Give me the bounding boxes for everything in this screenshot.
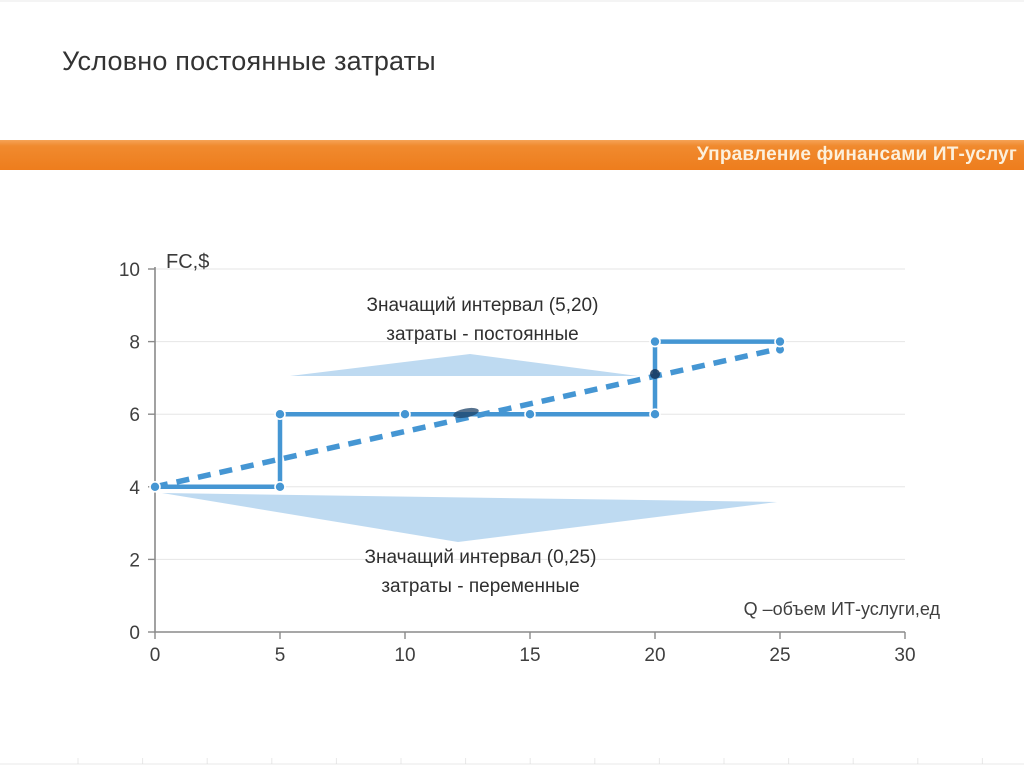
x-axis-title: Q –объем ИТ-услуги,ед — [743, 599, 940, 619]
data-marker — [274, 408, 286, 421]
line-intersection — [453, 407, 479, 419]
x-tick-label: 25 — [769, 645, 790, 666]
trend-dashed-line — [154, 345, 781, 490]
y-tick-label: 4 — [129, 478, 140, 499]
annotation-fixed-interval-line2: затраты - постоянные — [386, 324, 579, 345]
annotation-variable-interval: Значащий интервал (0,25) затраты - перем… — [308, 543, 653, 601]
x-tick-label: 15 — [519, 645, 540, 666]
data-marker — [399, 408, 411, 421]
callout-triangle-top — [290, 354, 638, 376]
callout-triangle-bottom — [162, 493, 777, 542]
y-tick-label: 6 — [129, 405, 140, 426]
data-marker — [149, 480, 161, 493]
y-tick-label: 0 — [129, 623, 140, 644]
annotation-variable-interval-line1: Значащий интервал (0,25) — [364, 547, 597, 568]
y-tick-label: 2 — [129, 550, 140, 571]
data-marker — [649, 408, 661, 421]
annotation-variable-interval-line2: затраты - переменные — [381, 576, 580, 597]
x-tick-label: 10 — [394, 645, 415, 666]
page-title: Условно постоянные затраты — [62, 46, 436, 76]
x-tick-label: 0 — [150, 645, 161, 666]
x-tick-label: 30 — [894, 645, 915, 666]
data-marker — [274, 480, 286, 493]
x-tick-label: 20 — [644, 645, 665, 666]
section-banner-label: Управление финансами ИТ-услуг — [696, 144, 1017, 165]
y-tick-label: 10 — [119, 260, 140, 281]
y-axis-title: FC,$ — [166, 251, 210, 273]
section-banner: Управление финансами ИТ-услуг — [0, 140, 1024, 170]
data-marker — [774, 335, 786, 348]
trend-end-dot — [776, 345, 784, 354]
data-marker — [524, 408, 536, 421]
x-tick-label: 5 — [275, 645, 286, 666]
y-tick-label: 8 — [129, 333, 140, 354]
annotation-fixed-interval-line1: Значащий интервал (5,20) — [366, 295, 599, 316]
annotation-fixed-interval: Значащий интервал (5,20) затраты - посто… — [310, 291, 655, 349]
line-intersection — [650, 369, 660, 379]
data-marker — [649, 335, 661, 348]
